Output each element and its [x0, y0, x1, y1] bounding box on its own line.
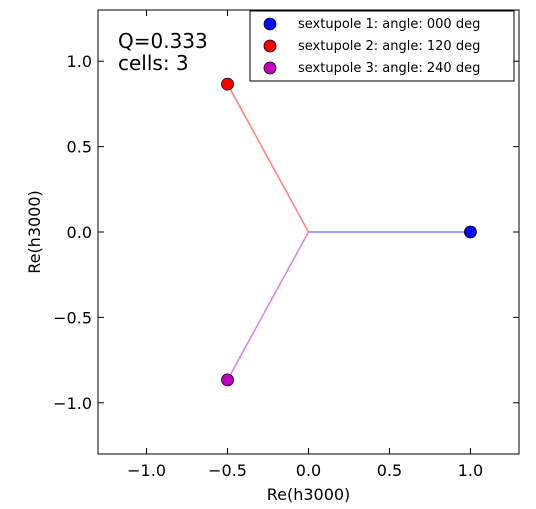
x-tick-label: −0.5 [208, 461, 247, 480]
annotation-cells: cells: 3 [118, 51, 189, 75]
legend-marker-sextupole-2 [263, 39, 277, 53]
x-tick-label: 0.0 [296, 461, 321, 480]
y-tick-label: −1.0 [53, 394, 92, 413]
legend-label-sextupole-3: sextupole 3: angle: 240 deg [298, 61, 480, 76]
legend-label-sextupole-2: sextupole 2: angle: 120 deg [298, 39, 480, 54]
point-sextupole-3 [221, 373, 234, 387]
vector-line-sextupole-2 [226, 83, 310, 233]
y-axis-label: Re(h3000) [25, 190, 44, 274]
point-sextupole-1 [464, 225, 477, 239]
legend-marker-sextupole-1 [263, 17, 277, 31]
x-tick-label: 1.0 [458, 461, 483, 480]
x-axis-label: Re(h3000) [267, 485, 351, 504]
annotation-q: Q=0.333 [118, 29, 208, 53]
x-tick-label: 0.5 [377, 461, 402, 480]
y-tick-label: 1.0 [67, 52, 92, 71]
legend-label-sextupole-1: sextupole 1: angle: 000 deg [298, 17, 480, 32]
vector-line-sextupole-3 [226, 231, 310, 381]
x-tick-label: −1.0 [127, 461, 166, 480]
legend: sextupole 1: angle: 000 deg sextupole 2:… [249, 10, 515, 82]
y-tick-label: −0.5 [53, 308, 92, 327]
legend-box [249, 10, 515, 82]
point-sextupole-2 [221, 77, 234, 91]
vector-lines [226, 83, 471, 381]
legend-marker-sextupole-3 [263, 61, 277, 75]
axis-ticks: −1.0 −0.5 0.0 0.5 1.0 −1.0 −0.5 0.0 0.5 1.0 [53, 10, 519, 480]
data-points [221, 77, 477, 387]
y-tick-label: 0.5 [67, 138, 92, 157]
y-tick-label: 0.0 [67, 223, 92, 242]
